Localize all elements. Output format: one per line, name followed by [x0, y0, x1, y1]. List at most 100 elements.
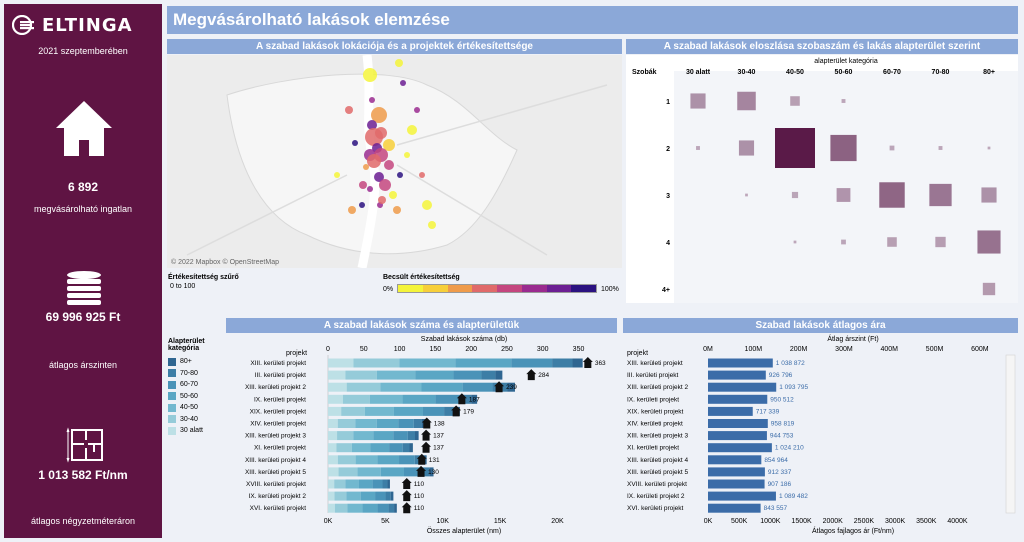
area-segment[interactable] [346, 491, 361, 501]
price-bar[interactable] [708, 503, 761, 513]
project-marker[interactable] [345, 106, 353, 114]
area-segment[interactable] [409, 443, 413, 453]
area-segment[interactable] [495, 370, 503, 380]
matrix-cell[interactable] [977, 230, 1001, 254]
matrix-cell[interactable] [790, 96, 800, 106]
project-marker[interactable] [369, 97, 375, 103]
matrix-cell[interactable] [982, 282, 996, 296]
area-legend-item[interactable]: 70-80 [168, 368, 203, 380]
filter-value[interactable]: 0 to 100 [170, 283, 196, 290]
matrix-cell[interactable] [793, 240, 797, 244]
area-segment[interactable] [420, 467, 430, 477]
area-segment[interactable] [358, 479, 373, 489]
count-house-marker[interactable] [421, 441, 432, 453]
price-bar[interactable] [708, 431, 767, 441]
area-segment[interactable] [328, 467, 339, 477]
matrix-cell[interactable] [791, 191, 799, 199]
location-map[interactable]: © 2022 Mapbox © OpenStreetMap [167, 55, 622, 268]
area-segment[interactable] [552, 358, 573, 368]
project-marker[interactable] [334, 172, 340, 178]
area-segment[interactable] [328, 382, 347, 392]
project-marker[interactable] [395, 59, 403, 67]
count-house-marker[interactable] [526, 369, 537, 381]
area-segment[interactable] [362, 503, 378, 513]
project-marker[interactable] [428, 221, 436, 229]
matrix-cell[interactable] [737, 91, 756, 111]
area-segment[interactable] [507, 382, 515, 392]
count-house-marker[interactable] [421, 429, 432, 441]
project-marker[interactable] [404, 152, 410, 158]
area-segment[interactable] [390, 491, 394, 501]
area-segment[interactable] [481, 370, 496, 380]
matrix-cell[interactable] [690, 93, 706, 109]
count-house-marker[interactable] [401, 502, 412, 514]
project-marker[interactable] [379, 179, 391, 191]
matrix-cell[interactable] [738, 140, 755, 156]
project-marker[interactable] [367, 154, 381, 168]
area-segment[interactable] [355, 419, 377, 428]
area-segment[interactable] [345, 479, 359, 489]
project-marker[interactable] [363, 164, 369, 170]
area-segment[interactable] [337, 455, 356, 465]
area-segment[interactable] [471, 394, 478, 404]
area-segment[interactable] [364, 406, 394, 416]
area-legend-item[interactable]: 30 alatt [168, 425, 203, 437]
area-segment[interactable] [328, 443, 337, 453]
area-segment[interactable] [328, 503, 335, 513]
project-marker[interactable] [422, 200, 432, 210]
matrix-cell[interactable] [889, 145, 895, 151]
area-segment[interactable] [337, 431, 354, 441]
matrix-cell[interactable] [836, 188, 851, 202]
price-bar[interactable] [708, 443, 772, 453]
area-segment[interactable] [328, 455, 338, 465]
project-marker[interactable] [352, 140, 358, 146]
area-segment[interactable] [380, 467, 404, 477]
area-segment[interactable] [337, 419, 356, 428]
area-segment[interactable] [342, 394, 370, 404]
project-marker[interactable] [419, 172, 425, 178]
count-house-marker[interactable] [401, 478, 412, 489]
area-segment[interactable] [376, 419, 399, 428]
project-marker[interactable] [383, 139, 395, 151]
project-marker[interactable] [365, 128, 383, 146]
area-segment[interactable] [388, 503, 395, 513]
price-bar[interactable] [708, 406, 753, 416]
area-segment[interactable] [357, 467, 381, 477]
area-segment[interactable] [429, 467, 434, 477]
area-segment[interactable] [351, 443, 371, 453]
matrix-cell[interactable] [696, 146, 700, 150]
area-segment[interactable] [455, 358, 512, 368]
area-segment[interactable] [353, 358, 400, 368]
area-segment[interactable] [345, 370, 377, 380]
matrix-cell[interactable] [935, 236, 946, 248]
area-segment[interactable] [372, 479, 383, 489]
area-segment[interactable] [415, 370, 454, 380]
project-marker[interactable] [371, 107, 387, 123]
area-segment[interactable] [511, 358, 553, 368]
area-segment[interactable] [375, 491, 386, 501]
matrix-cell[interactable] [987, 146, 991, 150]
project-marker[interactable] [407, 125, 417, 135]
count-house-marker[interactable] [421, 417, 432, 429]
matrix-cell[interactable] [830, 134, 857, 162]
project-marker[interactable] [384, 160, 394, 170]
count-house-marker[interactable] [494, 381, 505, 393]
matrix-cell[interactable] [938, 146, 943, 150]
area-segment[interactable] [385, 491, 391, 501]
area-segment[interactable] [328, 479, 335, 489]
price-bar[interactable] [708, 491, 776, 501]
area-segment[interactable] [353, 431, 374, 441]
project-marker[interactable] [389, 191, 397, 199]
project-marker[interactable] [367, 120, 377, 130]
price-bar[interactable] [708, 467, 765, 477]
area-segment[interactable] [347, 503, 363, 513]
project-marker[interactable] [374, 172, 384, 182]
project-marker[interactable] [363, 68, 377, 82]
area-segment[interactable] [360, 491, 376, 501]
count-house-marker[interactable] [416, 465, 427, 477]
area-segment[interactable] [394, 503, 397, 513]
area-segment[interactable] [336, 443, 352, 453]
price-bar[interactable] [708, 358, 773, 368]
price-bar[interactable] [708, 370, 766, 380]
area-segment[interactable] [399, 358, 456, 368]
